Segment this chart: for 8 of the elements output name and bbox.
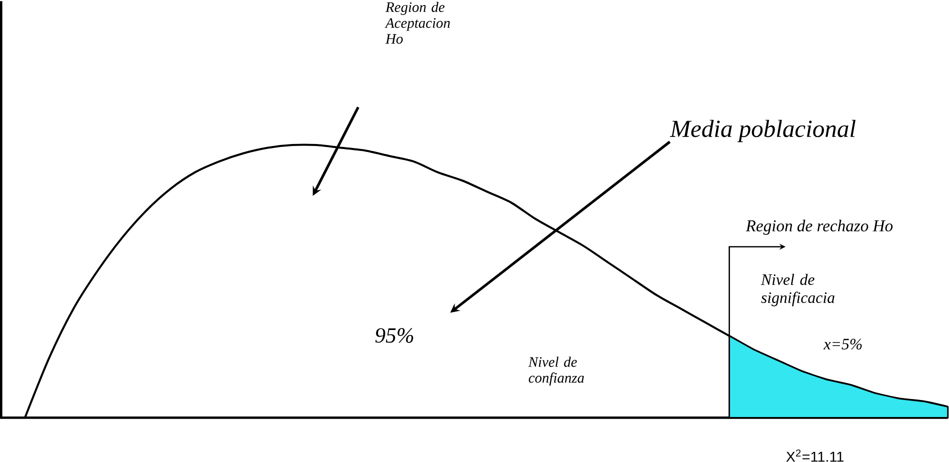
- annotation: 95%: [375, 328, 414, 343]
- annotation: Nivel de confianza: [528, 356, 584, 386]
- annotation: x=5%: [824, 338, 862, 350]
- text: Region de Aceptacion Ho: [384, 2, 450, 44]
- text: X$^{2}$=11.11: [786, 450, 844, 462]
- annotation: Region de rechazo Ho: [746, 220, 893, 235]
- text: Media poblacional: [670, 120, 856, 142]
- annotation: Nivel de significacia: [760, 274, 834, 306]
